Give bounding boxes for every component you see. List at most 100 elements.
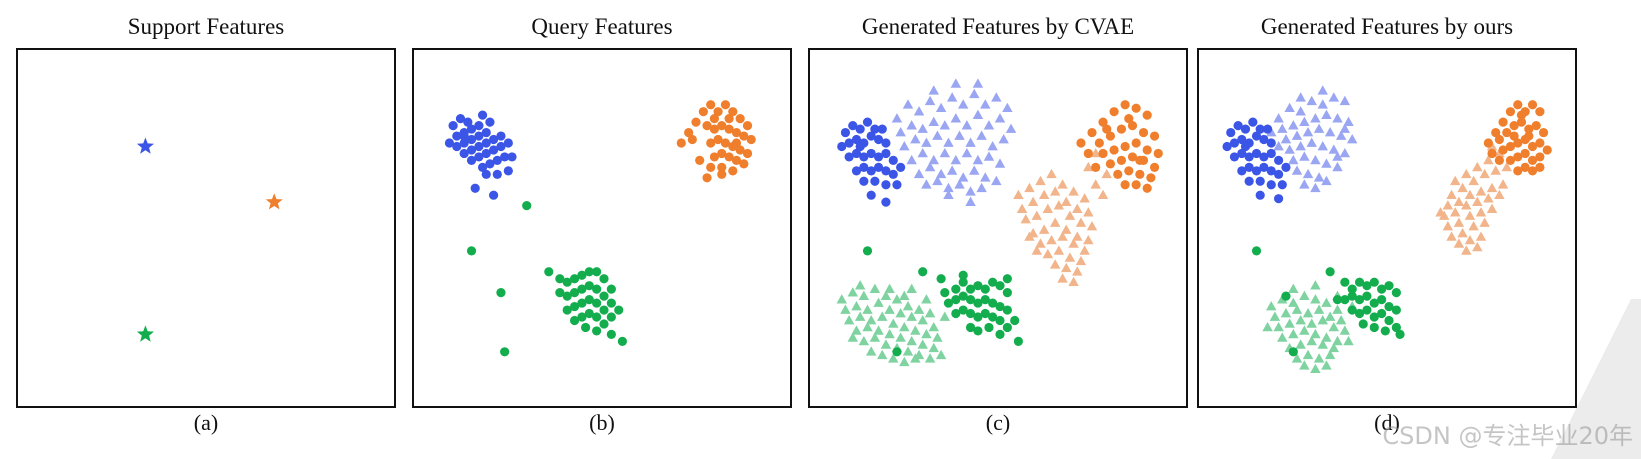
circle-point [599, 291, 609, 301]
circle-point [1094, 138, 1104, 148]
triangle-point [946, 92, 958, 102]
triangle-point [1042, 203, 1054, 213]
circle-point [1109, 107, 1119, 117]
circle-point [973, 298, 983, 308]
circle-point [735, 145, 745, 155]
circle-point [859, 152, 869, 162]
triangle-point [851, 325, 862, 335]
circle-point [474, 131, 484, 141]
circle-point [1262, 124, 1273, 134]
triangle-point [1049, 259, 1061, 269]
circle-point [873, 134, 884, 145]
circle-point [1259, 134, 1269, 145]
circle-point [1098, 148, 1108, 159]
circle-point [958, 277, 968, 287]
triangle-point [1090, 179, 1101, 189]
triangle-point [895, 127, 906, 137]
circle-point [1259, 152, 1269, 162]
triangle-point [950, 78, 962, 88]
triangle-point [917, 339, 928, 349]
circle-point [592, 267, 602, 277]
circle-point [1142, 145, 1152, 155]
circle-point [1277, 180, 1287, 190]
triangle-point [1343, 335, 1354, 346]
triangle-point [1343, 116, 1354, 126]
circle-point [444, 138, 455, 148]
circle-point [606, 298, 616, 308]
circle-point [866, 131, 876, 141]
triangle-point [965, 186, 976, 196]
circle-point [592, 284, 602, 294]
triangle-point [1339, 95, 1351, 106]
triangle-point [1321, 332, 1332, 342]
circle-point [717, 162, 727, 172]
triangle-point [935, 102, 947, 113]
triangle-point [1332, 335, 1343, 346]
triangle-point [1332, 161, 1343, 172]
circle-point [965, 284, 976, 294]
circle-point [1102, 124, 1112, 134]
circle-point [1391, 322, 1401, 333]
triangle-point [935, 168, 947, 179]
triangle-point [873, 325, 884, 335]
circle-point [1240, 141, 1251, 152]
circle-point [851, 148, 862, 159]
circle-point [1255, 124, 1265, 134]
circle-point [709, 124, 719, 134]
triangle-point [862, 321, 873, 332]
triangle-point [1053, 245, 1065, 255]
circle-point [1505, 141, 1516, 152]
circle-point [562, 305, 572, 315]
circle-point [713, 107, 723, 117]
circle-point [1384, 315, 1394, 326]
triangle-point [1013, 189, 1024, 200]
triangle-point [854, 280, 866, 290]
circle-point [676, 138, 686, 148]
triangle-point [877, 349, 888, 360]
triangle-point [906, 335, 917, 346]
circle-point [940, 288, 950, 298]
circle-point [463, 117, 473, 127]
circle-point [599, 305, 609, 315]
circle-point [877, 124, 887, 134]
triangle-point [961, 120, 973, 130]
triangle-point [862, 304, 873, 314]
circle-point [459, 131, 469, 141]
circle-point [500, 347, 510, 357]
circle-point [1002, 288, 1012, 298]
triangle-point [1472, 161, 1483, 172]
triangle-point [972, 78, 984, 88]
circle-point [980, 295, 990, 305]
triangle-point [1328, 342, 1340, 353]
triangle-point [858, 290, 870, 300]
circle-point [1146, 173, 1156, 183]
circle-point [1380, 326, 1390, 336]
scatter-plot-query [444, 100, 756, 357]
circle-point [988, 298, 998, 308]
circle-point [1520, 162, 1530, 172]
circle-point [995, 281, 1005, 291]
circle-point [698, 107, 708, 117]
circle-point [577, 298, 587, 308]
triangle-point [932, 332, 943, 342]
triangle-point [913, 304, 925, 314]
triangle-point [1038, 189, 1050, 200]
circle-point [1535, 162, 1545, 172]
circle-point [1142, 183, 1152, 193]
triangle-point [1083, 161, 1094, 172]
triangle-point [847, 332, 859, 342]
circle-point [684, 127, 694, 138]
circle-point [1347, 291, 1357, 301]
circle-point [1222, 141, 1232, 152]
triangle-point [1288, 328, 1299, 339]
circle-point [1535, 138, 1545, 148]
circle-point [951, 308, 961, 319]
triangle-point [1064, 252, 1076, 262]
circle-point [1237, 134, 1247, 145]
plot-area [412, 48, 792, 408]
panel-cvae-features: Generated Features by CVAE (c) [808, 0, 1188, 459]
circle-point [717, 169, 727, 179]
circle-point [1531, 121, 1541, 131]
circle-point [859, 162, 869, 172]
scatter-plot-ours [1222, 85, 1552, 374]
